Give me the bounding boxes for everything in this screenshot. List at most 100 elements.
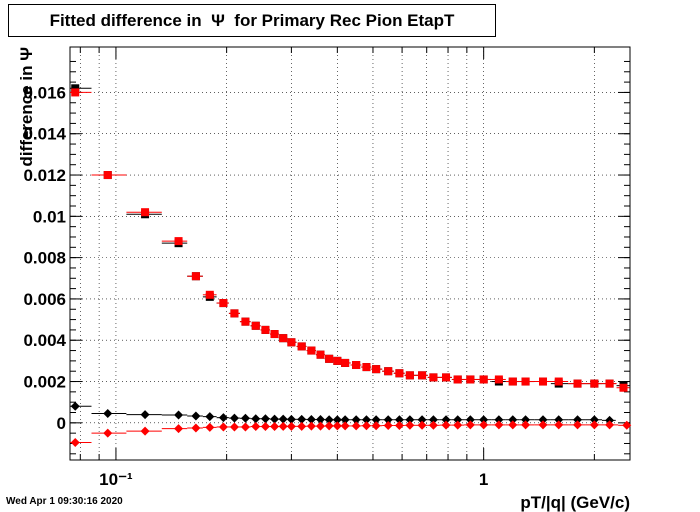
data-point	[405, 415, 415, 425]
data-point	[191, 272, 200, 281]
data-point	[361, 415, 371, 425]
data-point	[270, 330, 279, 339]
data-point	[453, 420, 463, 430]
data-point	[174, 424, 184, 434]
data-point	[441, 415, 451, 425]
data-point	[418, 371, 427, 380]
data-point	[270, 414, 280, 424]
data-point	[306, 415, 316, 425]
data-point	[394, 421, 404, 431]
data-point	[395, 369, 404, 378]
data-point	[286, 414, 296, 424]
data-point	[372, 365, 381, 374]
timestamp: Wed Apr 1 09:30:16 2020	[6, 496, 123, 507]
data-point	[297, 342, 306, 351]
data-point	[174, 237, 183, 246]
data-point	[219, 299, 228, 308]
data-point	[589, 420, 599, 430]
data-point	[383, 421, 393, 431]
data-point	[453, 375, 462, 384]
data-point	[260, 422, 270, 432]
data-point	[417, 420, 427, 430]
data-point	[494, 420, 504, 430]
data-point	[405, 420, 415, 430]
data-point	[307, 346, 316, 355]
data-point	[229, 422, 239, 432]
data-point	[70, 401, 80, 411]
data-point	[279, 334, 288, 343]
data-point	[340, 415, 350, 425]
y-tick-label: 0.01	[33, 207, 66, 226]
data-point	[325, 354, 334, 363]
data-point	[306, 421, 316, 431]
data-point	[332, 421, 342, 431]
data-point	[554, 377, 563, 386]
data-point	[605, 379, 614, 388]
data-point	[428, 420, 438, 430]
data-point	[341, 358, 350, 367]
data-point	[260, 414, 270, 424]
data-point	[174, 410, 184, 420]
data-point	[324, 421, 334, 431]
data-point	[340, 421, 350, 431]
data-point	[573, 379, 582, 388]
data-point	[240, 413, 250, 423]
data-point	[479, 375, 488, 384]
data-point	[521, 415, 531, 425]
data-point	[297, 414, 307, 424]
data-point	[361, 421, 371, 431]
data-point	[218, 413, 228, 423]
data-point	[429, 373, 438, 382]
x-tick-label: 1	[479, 470, 488, 489]
data-point	[103, 171, 112, 180]
data-point	[332, 415, 342, 425]
y-tick-label: 0.004	[23, 331, 66, 350]
data-point	[191, 411, 201, 421]
data-point	[605, 420, 615, 430]
data-point	[297, 421, 307, 431]
data-point	[316, 421, 326, 431]
data-point	[103, 409, 113, 419]
y-tick-label: 0	[57, 414, 66, 433]
data-point	[240, 422, 250, 432]
y-tick-label: 0.014	[23, 125, 66, 144]
data-point	[619, 383, 628, 392]
data-point	[218, 422, 228, 432]
data-point	[465, 420, 475, 430]
data-point	[316, 415, 326, 425]
data-point	[261, 325, 270, 334]
x-tick-label: 10⁻¹	[99, 470, 133, 489]
data-point	[508, 420, 518, 430]
data-point	[494, 415, 504, 425]
data-point	[287, 338, 296, 347]
data-point	[371, 421, 381, 431]
data-point	[453, 415, 463, 425]
data-point	[286, 421, 296, 431]
chart-title: Fitted difference in Ψ for Primary Rec P…	[49, 11, 455, 30]
data-point	[251, 414, 261, 424]
data-point	[605, 415, 615, 425]
data-point	[590, 379, 599, 388]
data-point	[251, 422, 261, 432]
data-point	[241, 317, 250, 326]
data-point	[70, 437, 80, 447]
data-point	[251, 321, 260, 330]
data-point	[384, 367, 393, 376]
data-point	[479, 415, 489, 425]
data-point	[442, 373, 451, 382]
y-tick-label: 0.008	[23, 249, 66, 268]
y-tick-label: 0.006	[23, 290, 66, 309]
data-point	[191, 423, 201, 433]
data-point	[538, 415, 548, 425]
data-point	[573, 420, 583, 430]
data-point	[351, 421, 361, 431]
data-point	[383, 415, 393, 425]
y-tick-label: 0.012	[23, 166, 66, 185]
data-point	[333, 356, 342, 365]
data-point	[205, 412, 215, 422]
data-point	[589, 415, 599, 425]
data-point	[466, 375, 475, 384]
y-axis-label: difference in Ψ	[17, 47, 36, 167]
data-point	[465, 415, 475, 425]
